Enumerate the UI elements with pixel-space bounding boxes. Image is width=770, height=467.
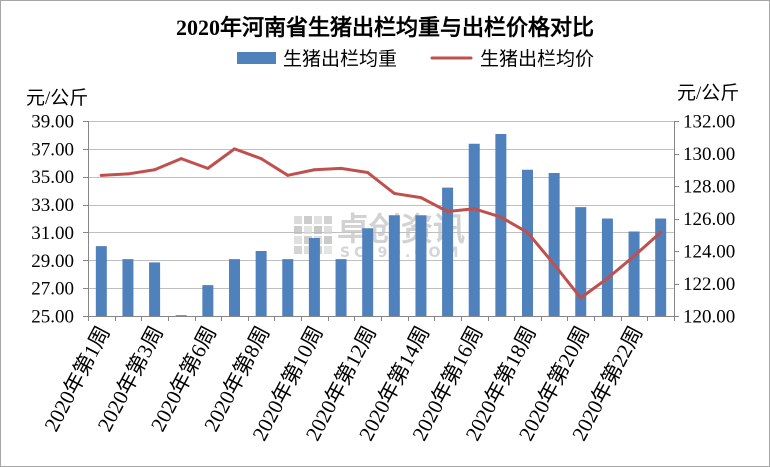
price-point	[472, 207, 476, 211]
price-point	[499, 215, 503, 219]
chart-title: 2020年河南省生猪出栏均重与出栏价格对比	[176, 15, 594, 40]
bar-weight	[548, 173, 560, 316]
line-series-price	[99, 147, 663, 300]
right-axis-unit-label: 元/公斤	[677, 82, 739, 104]
bar-weight	[415, 215, 427, 316]
left-axis-unit-label: 元/公斤	[26, 87, 88, 109]
bar-weight	[388, 215, 400, 316]
bar-series-weight	[95, 134, 667, 317]
price-point	[526, 230, 529, 234]
bar-weight	[468, 143, 480, 316]
bar-weight	[362, 228, 374, 316]
right-tick-label: 126.00	[683, 209, 735, 230]
price-point	[659, 230, 663, 234]
legend-label-weight: 生猪出栏均重	[283, 48, 397, 70]
price-point	[339, 166, 343, 170]
price-point	[312, 168, 316, 172]
left-tick-label: 29.00	[31, 251, 74, 272]
left-tick-label: 27.00	[31, 279, 74, 300]
bar-weight	[229, 259, 240, 317]
left-tick-label: 25.00	[31, 307, 74, 328]
price-point	[366, 171, 370, 175]
bar-weight	[442, 187, 454, 316]
bar-weight	[282, 259, 294, 317]
bar-weight	[335, 259, 347, 317]
right-tick-label: 132.00	[683, 112, 735, 133]
bar-weight	[255, 251, 267, 316]
bar-weight	[628, 231, 640, 316]
bar-weight	[655, 218, 667, 316]
price-point	[206, 166, 210, 170]
bar-weight	[601, 218, 613, 316]
price-point	[259, 157, 263, 161]
right-tick-label: 128.00	[683, 177, 735, 198]
watermark-logo-icon	[294, 216, 332, 254]
legend-key-weight	[237, 52, 276, 64]
bar-weight	[308, 238, 320, 316]
left-tick-label: 31.00	[31, 223, 74, 244]
bar-weight	[575, 207, 587, 316]
price-point	[126, 172, 130, 176]
left-tick-label: 33.00	[31, 195, 74, 216]
bar-weight	[175, 315, 187, 316]
series-line-price	[99, 147, 663, 300]
price-point	[605, 276, 609, 280]
price-point	[632, 254, 636, 258]
price-point	[179, 157, 183, 161]
right-tick-label: 124.00	[683, 242, 735, 263]
bar-weight	[95, 246, 107, 316]
bar-weight	[495, 134, 507, 316]
price-point	[552, 262, 556, 266]
bar-weight	[522, 169, 533, 316]
price-point	[419, 196, 423, 200]
left-tick-label: 39.00	[31, 112, 74, 133]
right-tick-label: 120.00	[683, 307, 735, 328]
price-point	[446, 210, 450, 214]
bar-weight	[122, 259, 134, 317]
left-tick-label: 37.00	[31, 139, 74, 160]
right-tick-label: 130.00	[683, 144, 735, 165]
legend-label-price: 生猪出栏均价	[480, 48, 594, 70]
right-tick-label: 122.00	[683, 274, 735, 295]
price-point	[153, 168, 157, 172]
bar-weight	[149, 262, 161, 316]
price-point	[286, 173, 290, 177]
price-point	[579, 296, 583, 300]
bar-weight	[202, 285, 214, 316]
price-point	[99, 173, 103, 177]
price-point	[392, 191, 396, 195]
axes	[83, 121, 679, 321]
left-tick-label: 35.00	[31, 167, 74, 188]
price-point	[233, 147, 236, 151]
legend: 生猪出栏均重 生猪出栏均价	[237, 48, 594, 70]
